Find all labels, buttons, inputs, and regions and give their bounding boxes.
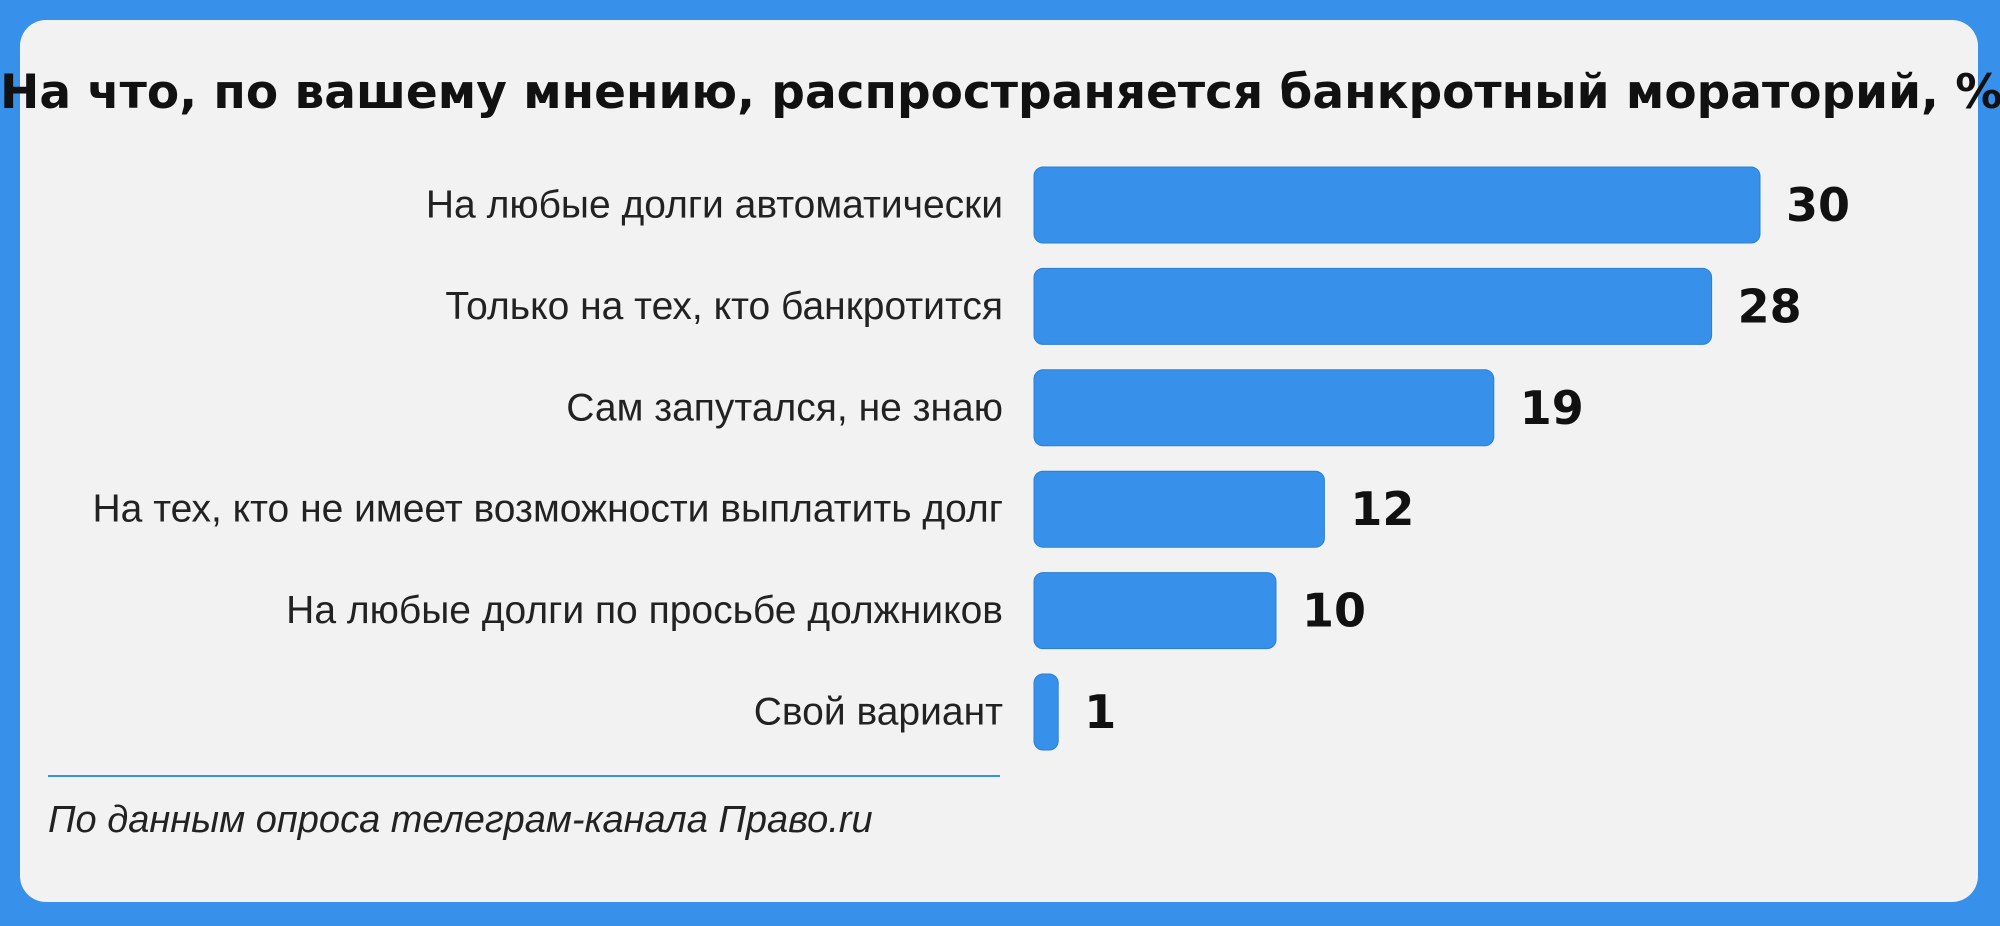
value-label: 1 [1084,685,1116,739]
category-label: Сам запутался, не знаю [566,386,1003,429]
chart-title: На что, по вашему мнению, распространяет… [0,65,2000,120]
bar [1033,470,1325,548]
bar [1033,369,1495,447]
bar [1033,673,1059,751]
category-label: На тех, кто не имеет возможности выплати… [93,488,1003,531]
value-label: 28 [1738,279,1802,333]
category-label: Свой вариант [754,691,1003,734]
value-label: 19 [1520,381,1584,435]
value-label: 10 [1302,584,1366,638]
category-label: На любые долги автоматически [426,184,1003,227]
bar [1033,267,1713,345]
source-divider [48,775,1000,777]
category-label: На любые долги по просьбе должников [286,589,1003,632]
bar [1033,166,1761,244]
category-label: Только на тех, кто банкротится [445,285,1003,328]
bar [1033,572,1277,650]
value-label: 12 [1350,482,1414,536]
source-note: По данным опроса телеграм-канала Право.r… [48,799,873,841]
value-label: 30 [1786,178,1850,232]
